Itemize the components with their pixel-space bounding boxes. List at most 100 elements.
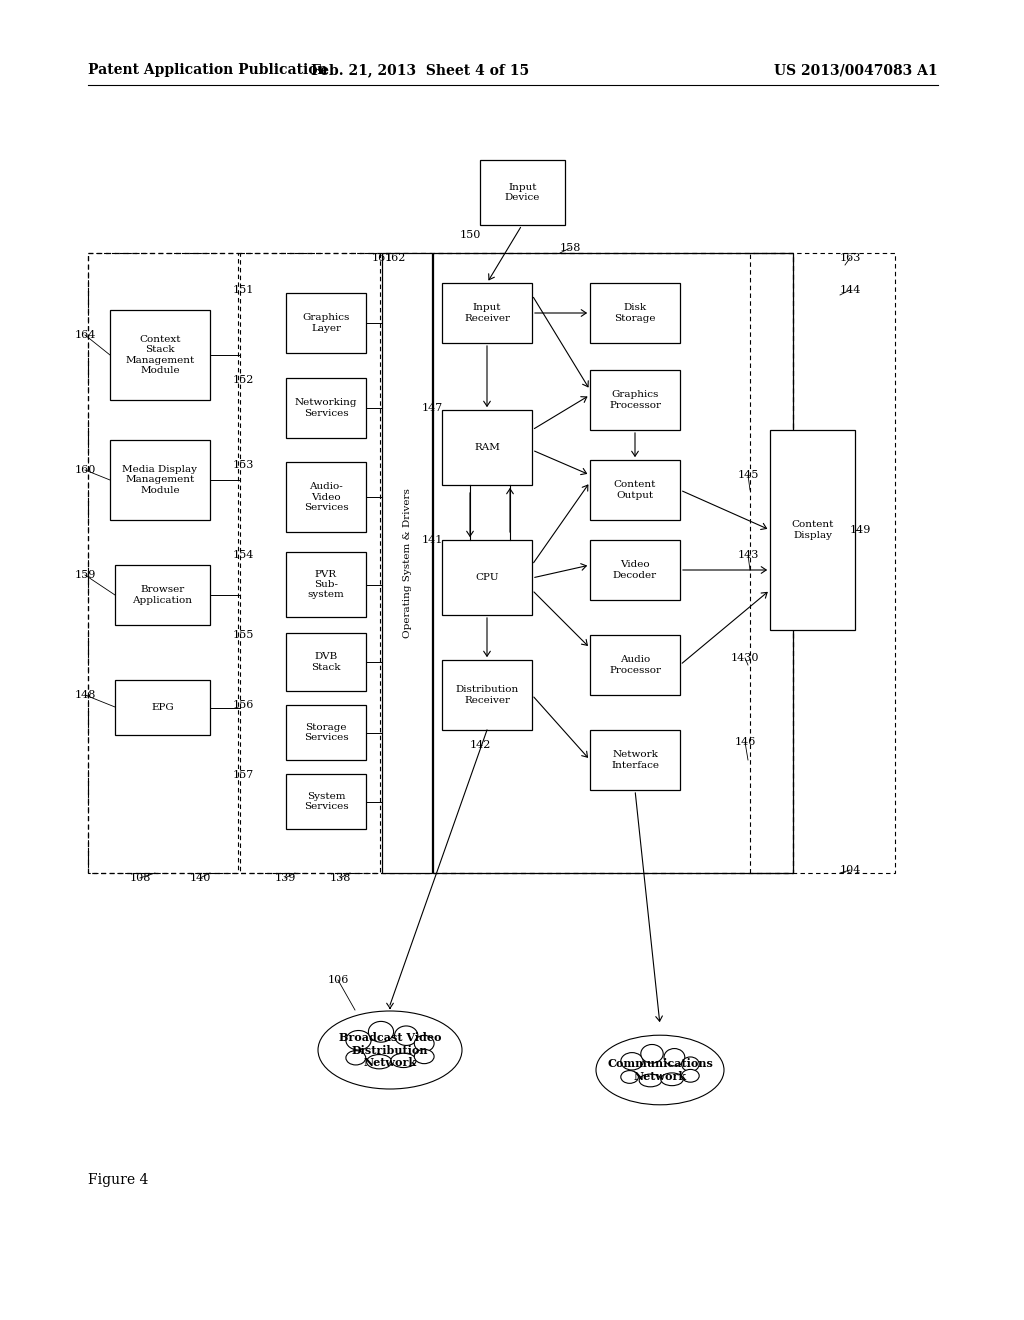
Text: Browser
Application: Browser Application xyxy=(132,585,193,605)
Bar xyxy=(286,705,366,760)
Bar xyxy=(286,634,366,690)
Text: 164: 164 xyxy=(75,330,95,341)
Text: 141: 141 xyxy=(421,535,442,545)
Text: 142: 142 xyxy=(469,741,490,750)
Text: 150: 150 xyxy=(460,230,480,240)
Bar xyxy=(590,540,680,601)
Ellipse shape xyxy=(660,1073,683,1085)
Text: 159: 159 xyxy=(75,570,95,579)
Text: Disk
Storage: Disk Storage xyxy=(614,304,655,322)
Text: Context
Stack
Management
Module: Context Stack Management Module xyxy=(125,335,195,375)
Bar xyxy=(442,282,532,343)
Text: Audio-
Video
Services: Audio- Video Services xyxy=(304,482,348,512)
Text: 152: 152 xyxy=(232,375,254,385)
Bar xyxy=(590,730,680,789)
Text: 161: 161 xyxy=(372,253,392,263)
Ellipse shape xyxy=(415,1035,434,1052)
Text: Audio
Processor: Audio Processor xyxy=(609,655,662,675)
Bar xyxy=(110,310,210,400)
Text: Graphics
Processor: Graphics Processor xyxy=(609,391,662,409)
Ellipse shape xyxy=(391,1053,416,1068)
Bar xyxy=(442,411,532,484)
Ellipse shape xyxy=(415,1049,434,1064)
Bar xyxy=(382,253,432,873)
Text: Input
Device: Input Device xyxy=(505,182,541,202)
Bar xyxy=(442,540,532,615)
Text: 157: 157 xyxy=(232,770,254,780)
Ellipse shape xyxy=(621,1071,638,1084)
Bar xyxy=(590,282,680,343)
Bar xyxy=(88,253,793,873)
Ellipse shape xyxy=(346,1031,371,1049)
Ellipse shape xyxy=(641,1044,664,1063)
Text: EPG: EPG xyxy=(152,704,174,711)
Bar xyxy=(590,370,680,430)
Text: 138: 138 xyxy=(330,873,350,883)
Bar xyxy=(750,253,895,873)
Text: Communications
Network: Communications Network xyxy=(607,1059,713,1082)
Text: Content
Display: Content Display xyxy=(792,520,834,540)
Bar xyxy=(286,378,366,438)
Text: 143: 143 xyxy=(737,550,759,560)
Text: 154: 154 xyxy=(232,550,254,560)
Bar xyxy=(442,660,532,730)
Bar xyxy=(110,440,210,520)
Ellipse shape xyxy=(639,1074,662,1086)
Text: Video
Decoder: Video Decoder xyxy=(613,560,657,579)
Bar xyxy=(286,293,366,352)
Text: CPU: CPU xyxy=(475,573,499,582)
Bar xyxy=(770,430,855,630)
Text: 147: 147 xyxy=(421,403,442,413)
Bar xyxy=(286,552,366,616)
Ellipse shape xyxy=(369,1022,393,1043)
Text: Distribution
Receiver: Distribution Receiver xyxy=(456,685,518,705)
Text: RAM: RAM xyxy=(474,444,500,451)
Text: 151: 151 xyxy=(232,285,254,294)
Text: PVR
Sub-
system: PVR Sub- system xyxy=(307,570,344,599)
Text: 158: 158 xyxy=(559,243,581,253)
Text: 144: 144 xyxy=(840,285,861,294)
Text: Feb. 21, 2013  Sheet 4 of 15: Feb. 21, 2013 Sheet 4 of 15 xyxy=(311,63,529,77)
Bar xyxy=(88,253,238,873)
Ellipse shape xyxy=(367,1055,392,1069)
Text: Media Display
Management
Module: Media Display Management Module xyxy=(123,465,198,495)
Bar xyxy=(590,635,680,696)
Text: Graphics
Layer: Graphics Layer xyxy=(302,313,349,333)
Text: DVB
Stack: DVB Stack xyxy=(311,652,341,672)
Text: 162: 162 xyxy=(384,253,406,263)
Text: Operating System & Drivers: Operating System & Drivers xyxy=(402,488,412,638)
Bar xyxy=(240,253,380,873)
Text: 153: 153 xyxy=(232,459,254,470)
Text: 1430: 1430 xyxy=(731,653,759,663)
Text: 148: 148 xyxy=(75,690,95,700)
Text: 139: 139 xyxy=(274,873,296,883)
Text: 156: 156 xyxy=(232,700,254,710)
Text: System
Services: System Services xyxy=(304,792,348,812)
Ellipse shape xyxy=(664,1048,685,1067)
Text: 108: 108 xyxy=(129,873,151,883)
Text: Broadcast Video
Distribution
Network: Broadcast Video Distribution Network xyxy=(339,1032,441,1068)
Bar xyxy=(115,565,210,624)
Bar xyxy=(286,462,366,532)
Bar xyxy=(480,160,565,224)
Text: Storage
Services: Storage Services xyxy=(304,723,348,742)
Text: Network
Interface: Network Interface xyxy=(611,750,659,770)
Text: 163: 163 xyxy=(840,253,861,263)
Text: 149: 149 xyxy=(849,525,870,535)
Ellipse shape xyxy=(682,1069,699,1082)
Text: 146: 146 xyxy=(734,737,756,747)
Bar xyxy=(590,459,680,520)
Bar xyxy=(115,680,210,735)
Text: US 2013/0047083 A1: US 2013/0047083 A1 xyxy=(774,63,938,77)
Text: Networking
Services: Networking Services xyxy=(295,399,357,417)
Text: 106: 106 xyxy=(328,975,349,985)
Text: Content
Output: Content Output xyxy=(613,480,656,500)
Ellipse shape xyxy=(596,1035,724,1105)
Ellipse shape xyxy=(621,1052,643,1071)
Ellipse shape xyxy=(318,1011,462,1089)
Text: Figure 4: Figure 4 xyxy=(88,1173,148,1187)
Text: 155: 155 xyxy=(232,630,254,640)
Text: Input
Receiver: Input Receiver xyxy=(464,304,510,322)
Text: Patent Application Publication: Patent Application Publication xyxy=(88,63,328,77)
Bar xyxy=(286,774,366,829)
